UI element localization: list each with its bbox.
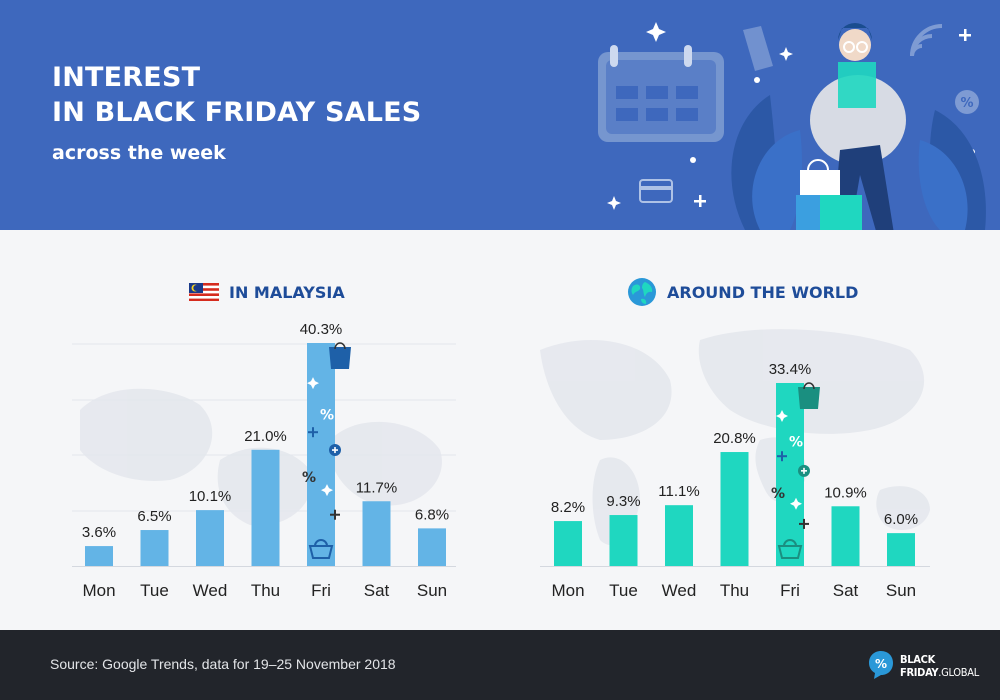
svg-text:%: % [320, 407, 334, 423]
shopper-illustration [796, 23, 906, 230]
data-label: 8.2% [551, 499, 585, 516]
bar-sun [418, 528, 446, 566]
globe-icon [628, 278, 656, 306]
decor-symbols: %% [771, 409, 810, 529]
bar-mon [85, 546, 113, 566]
tick-label: Thu [251, 581, 280, 600]
data-label: 21.0% [244, 428, 287, 445]
logo-line-2a: FRIDAY [900, 666, 939, 679]
svg-text:%: % [302, 470, 316, 486]
tick-label: Sun [886, 581, 916, 600]
title-line-1: INTEREST [52, 62, 201, 93]
page-subtitle: across the week [52, 142, 226, 164]
tick-label: Mon [82, 581, 115, 600]
bar-tue [140, 530, 169, 566]
data-label: 6.0% [884, 511, 918, 528]
bar-thu [720, 452, 749, 566]
data-label: 6.8% [415, 506, 449, 523]
bar-charts: 3.6% Mon 6.5% Tue 10.1% Wed 21.0% Thu 40.3% Fri 11… [72, 321, 930, 600]
tick-label: Tue [140, 581, 169, 600]
bar-tue [609, 515, 638, 566]
basket-icon [308, 539, 334, 559]
page-title: INTEREST IN BLACK FRIDAY SALES [52, 60, 421, 130]
tick-label: Sat [364, 581, 390, 600]
bar-wed [665, 505, 693, 566]
data-label: 6.5% [137, 508, 171, 525]
shopping-bag-icon [798, 382, 820, 409]
decor-symbols: %% [302, 377, 341, 520]
wifi-icon [910, 24, 943, 57]
bar-thu [251, 449, 280, 566]
basket-icon [777, 539, 803, 559]
svg-text:%: % [875, 657, 887, 671]
price-tag-icon [743, 26, 773, 71]
svg-text:%: % [789, 435, 803, 451]
chart-0: 3.6% Mon 6.5% Tue 10.1% Wed 21.0% Thu 40.3% Fri 11… [82, 321, 449, 600]
header-illustration: % [598, 22, 986, 230]
tick-label: Sat [833, 581, 859, 600]
percent-icon: % [955, 90, 979, 114]
shopping-bag-icon [329, 342, 351, 369]
source-note: Source: Google Trends, data for 19–25 No… [50, 656, 396, 672]
black-friday-logo-icon: % [869, 651, 893, 679]
data-label: 20.8% [713, 430, 756, 447]
fri-bar-decorations: %%%% [302, 342, 820, 559]
tick-label: Wed [193, 581, 228, 600]
data-label: 33.4% [769, 361, 812, 378]
credit-card-icon [639, 179, 673, 203]
data-label: 10.9% [824, 484, 867, 501]
data-label: 11.7% [356, 479, 397, 496]
data-label: 9.3% [606, 493, 640, 510]
footer [0, 630, 1000, 700]
malaysia-flag-icon [189, 283, 219, 301]
data-label: 3.6% [82, 524, 116, 541]
panel-title-malaysia: IN MALAYSIA [229, 283, 345, 302]
title-line-2: IN BLACK FRIDAY SALES [52, 97, 422, 128]
world-map-background [80, 329, 930, 546]
bar-fri [307, 343, 335, 566]
data-label: 10.1% [189, 488, 232, 505]
logo-line-2b: .GLOBAL [938, 666, 979, 679]
tick-label: Fri [780, 581, 800, 600]
svg-text:%: % [960, 96, 973, 111]
tick-label: Wed [662, 581, 697, 600]
logo-line-1: BLACK [900, 653, 935, 666]
panel-title-world: AROUND THE WORLD [667, 283, 859, 302]
tick-label: Mon [551, 581, 584, 600]
bar-wed [196, 510, 224, 566]
data-label: 11.1% [658, 483, 699, 500]
bar-sat [831, 506, 860, 566]
data-label: 40.3% [300, 321, 343, 338]
header-banner: INTEREST IN BLACK FRIDAY SALES across th… [0, 0, 1000, 230]
tick-label: Tue [609, 581, 638, 600]
plant-leaves [731, 95, 986, 230]
bars: 3.6% Mon 6.5% Tue 10.1% Wed 21.0% Thu 40.3% Fri 11… [82, 321, 918, 600]
svg-text:%: % [771, 486, 785, 502]
bar-sat [362, 501, 391, 566]
calendar-icon [598, 45, 724, 142]
bar-sun [887, 533, 915, 566]
tick-label: Sun [417, 581, 447, 600]
tick-label: Fri [311, 581, 331, 600]
tick-label: Thu [720, 581, 749, 600]
black-friday-logo-text: BLACK FRIDAY.GLOBAL [900, 653, 979, 679]
bar-mon [554, 521, 582, 566]
